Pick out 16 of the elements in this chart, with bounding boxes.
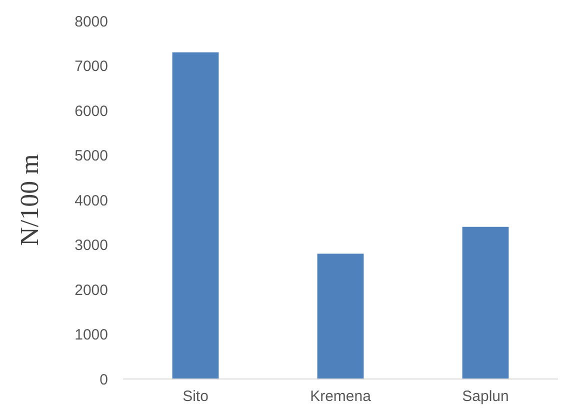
x-tick-label: Kremena [310,388,372,405]
bar [462,226,509,379]
bar [317,254,364,379]
x-tick-label: Sito [182,388,208,405]
y-tick-label: 5000 [74,148,108,164]
y-tick-label: 8000 [74,13,108,30]
y-tick-label: 6000 [74,102,108,120]
bar [172,52,219,379]
y-tick-label: 7000 [74,58,108,75]
x-tick-label: Saplun [462,388,509,405]
y-tick-label: 1000 [74,326,108,344]
y-tick-label: 4000 [74,192,108,210]
y-tick-label: 0 [100,371,108,388]
y-tick-label: 2000 [74,282,108,299]
y-tick-label: 3000 [74,237,108,254]
y-axis-title: N/100 m [15,154,44,246]
